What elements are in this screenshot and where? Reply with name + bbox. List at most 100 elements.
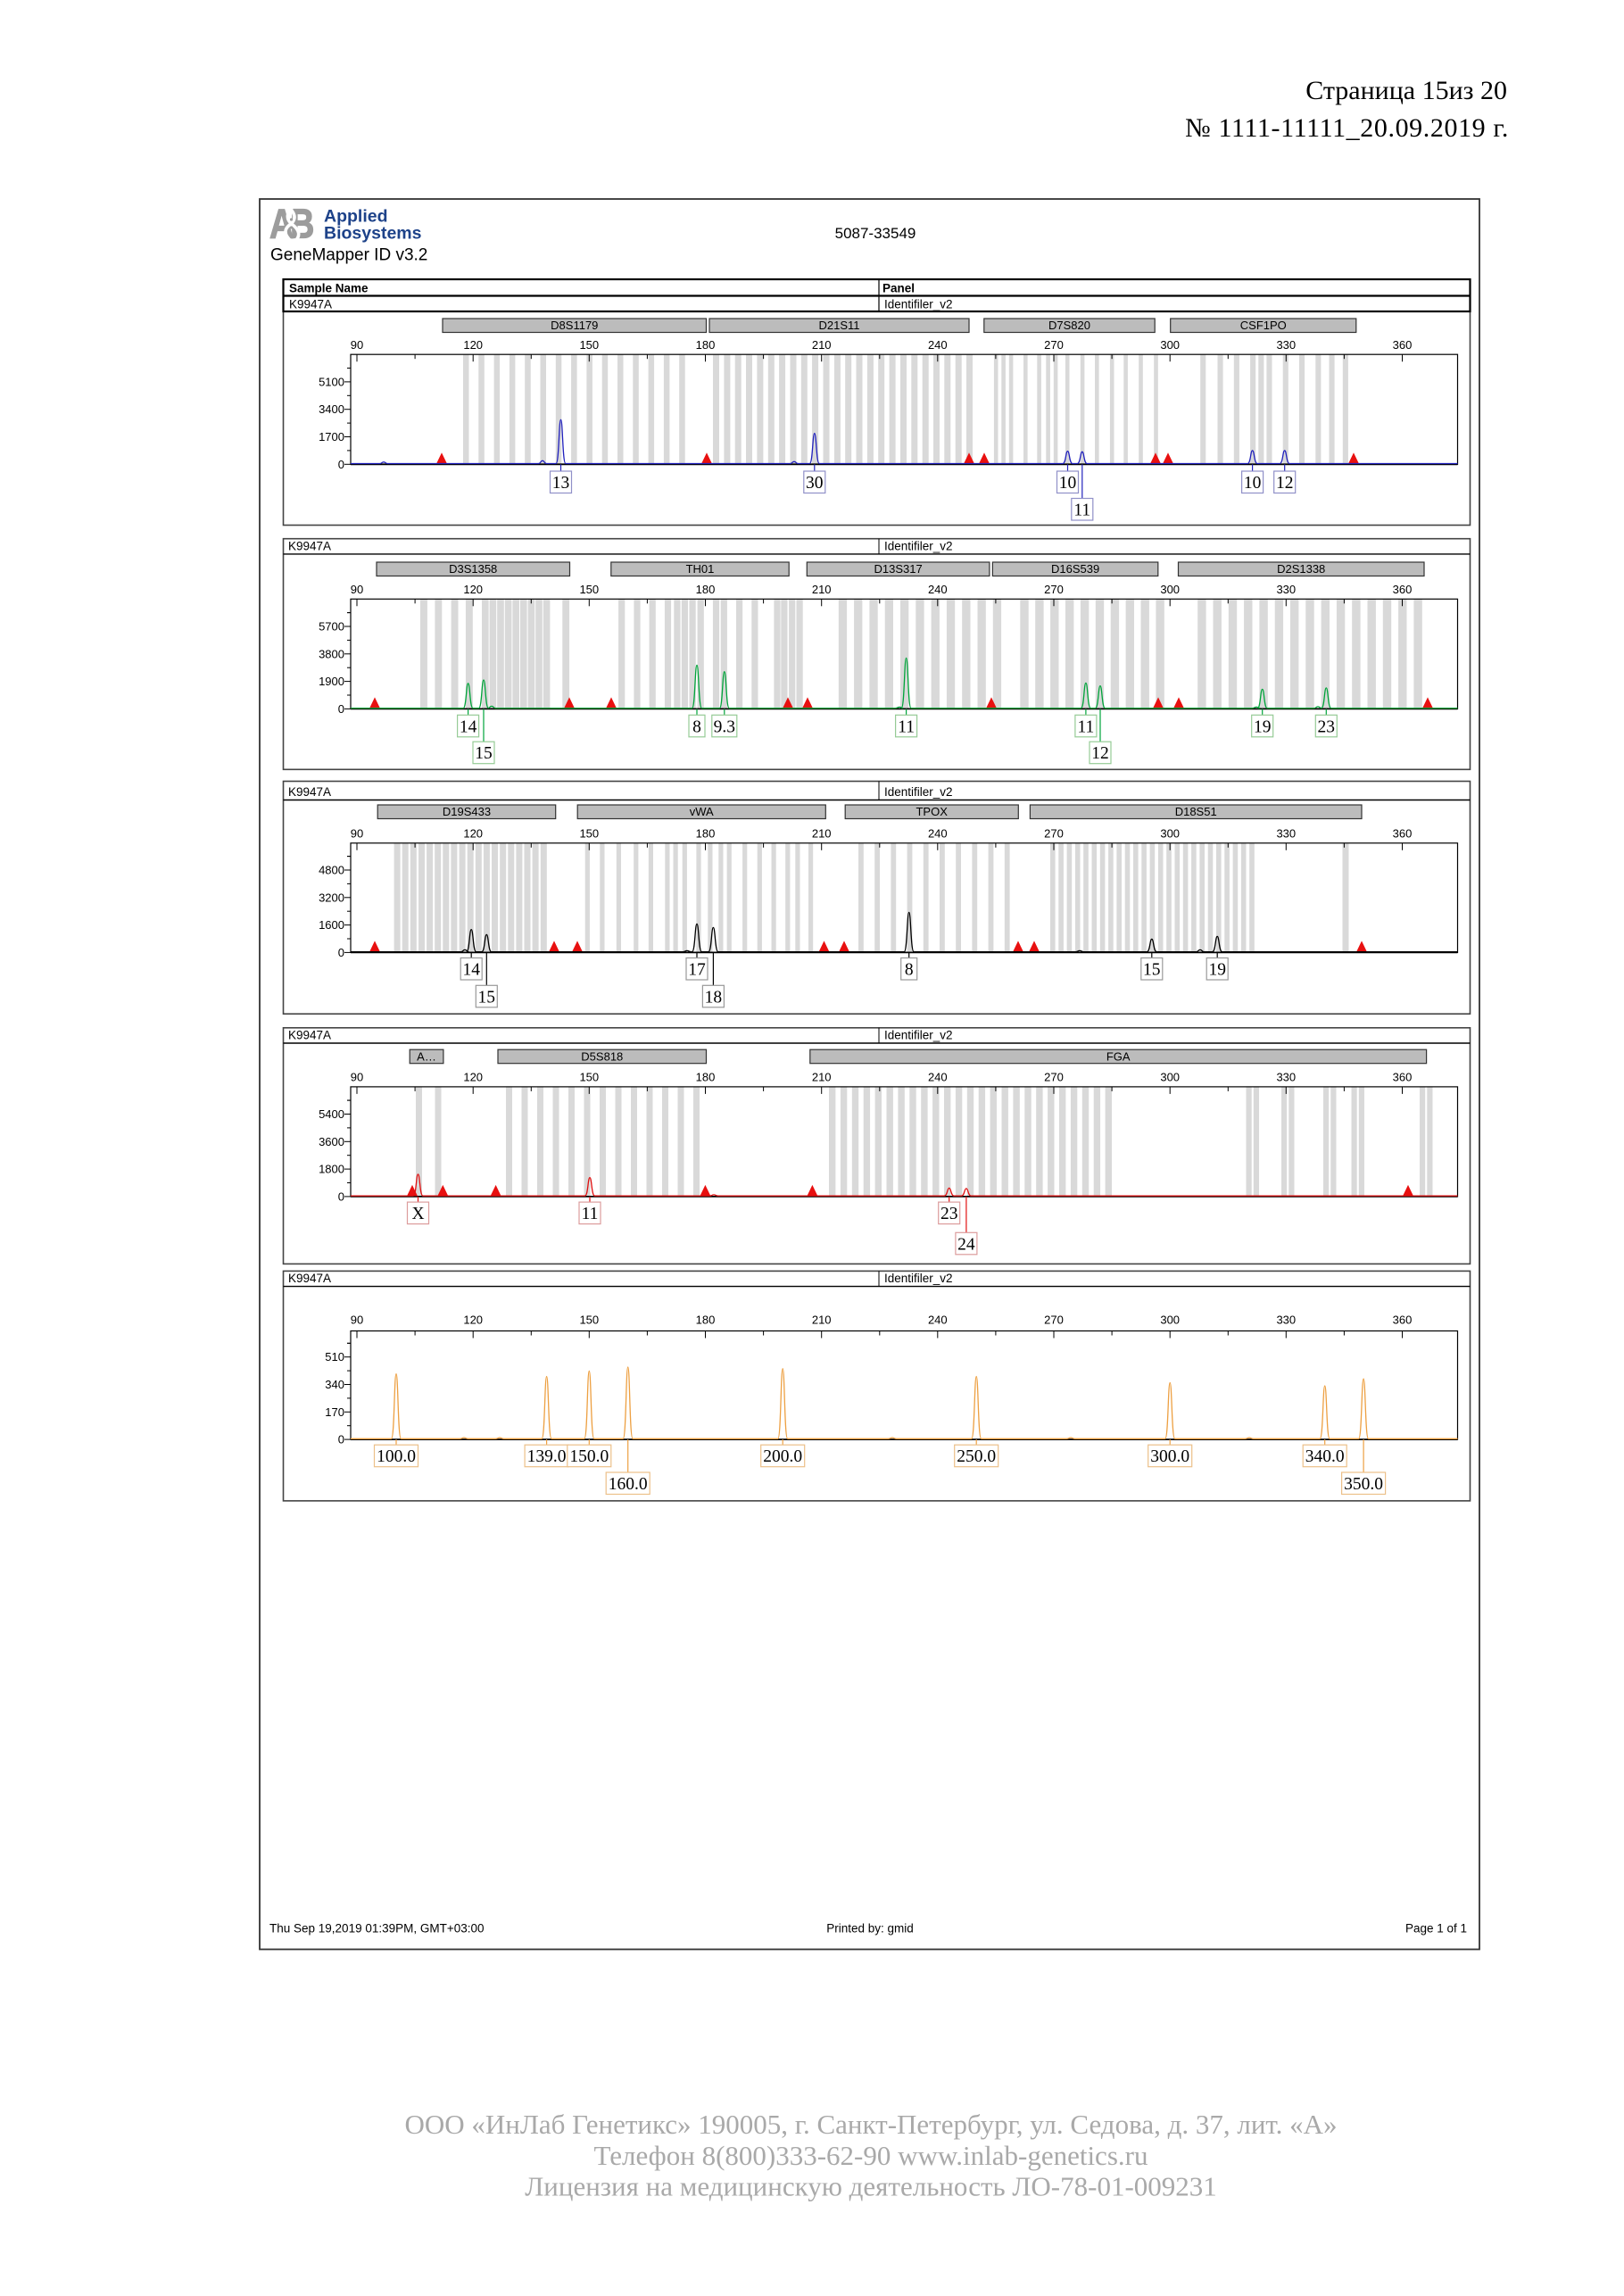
svg-text:330: 330	[1276, 827, 1296, 841]
svg-text:Printed by: gmid: Printed by: gmid	[826, 1922, 914, 1935]
svg-text:300.0: 300.0	[1150, 1447, 1189, 1466]
svg-text:Лицензия на медицинскую деятел: Лицензия на медицинскую деятельность ЛО-…	[525, 2171, 1217, 2202]
svg-text:15: 15	[475, 744, 493, 763]
svg-text:№ 1111-11111_20.09.2019 г.: № 1111-11111_20.09.2019 г.	[1185, 113, 1509, 143]
svg-text:D3S1358: D3S1358	[449, 562, 497, 576]
svg-text:5100: 5100	[319, 375, 344, 388]
svg-text:D7S820: D7S820	[1048, 319, 1090, 332]
svg-text:14: 14	[462, 961, 480, 980]
svg-text:0: 0	[338, 1433, 344, 1446]
svg-text:12: 12	[1276, 474, 1294, 493]
svg-text:0: 0	[338, 458, 344, 471]
svg-text:Thu Sep 19,2019 01:39PM, GMT+0: Thu Sep 19,2019 01:39PM, GMT+03:00	[269, 1922, 485, 1935]
svg-text:300: 300	[1160, 827, 1180, 841]
svg-text:5700: 5700	[319, 620, 344, 634]
svg-text:100.0: 100.0	[377, 1447, 416, 1466]
svg-text:Applied: Applied	[324, 207, 388, 227]
svg-text:D2S1338: D2S1338	[1277, 562, 1325, 576]
svg-text:120: 120	[463, 583, 483, 596]
svg-text:D5S818: D5S818	[581, 1049, 623, 1063]
svg-text:3400: 3400	[319, 402, 344, 416]
svg-text:340.0: 340.0	[1305, 1447, 1345, 1466]
svg-text:D21S11: D21S11	[818, 319, 859, 332]
svg-text:210: 210	[812, 1314, 832, 1327]
svg-text:170: 170	[325, 1405, 344, 1419]
svg-text:160.0: 160.0	[609, 1475, 648, 1494]
svg-text:Identifiler_v2: Identifiler_v2	[884, 1272, 953, 1285]
svg-text:D8S1179: D8S1179	[551, 319, 598, 332]
svg-text:270: 270	[1044, 1071, 1064, 1084]
svg-text:13: 13	[552, 474, 570, 493]
svg-text:240: 240	[928, 827, 948, 841]
svg-text:300: 300	[1160, 1071, 1180, 1084]
svg-text:11: 11	[1073, 501, 1090, 520]
svg-text:210: 210	[812, 583, 832, 596]
svg-text:1700: 1700	[319, 430, 344, 443]
svg-text:Page 1 of 1: Page 1 of 1	[1405, 1922, 1467, 1935]
svg-text:X: X	[411, 1205, 424, 1223]
svg-text:210: 210	[812, 1071, 832, 1084]
svg-text:1600: 1600	[319, 918, 344, 932]
svg-text:240: 240	[928, 1314, 948, 1327]
svg-text:ООО «ИнЛаб Генетикс» 190005, г: ООО «ИнЛаб Генетикс» 190005, г. Санкт-Пе…	[404, 2109, 1337, 2140]
svg-text:0: 0	[338, 946, 344, 959]
svg-text:11: 11	[1078, 717, 1095, 736]
svg-text:FGA: FGA	[1106, 1049, 1131, 1063]
svg-text:19: 19	[1254, 717, 1272, 736]
svg-text:120: 120	[463, 827, 483, 841]
svg-text:15: 15	[478, 988, 496, 1007]
svg-text:150.0: 150.0	[569, 1447, 609, 1466]
svg-text:360: 360	[1393, 583, 1413, 596]
svg-text:180: 180	[696, 338, 716, 352]
svg-text:250.0: 250.0	[957, 1447, 996, 1466]
svg-text:11: 11	[582, 1205, 599, 1223]
svg-text:90: 90	[351, 1071, 363, 1084]
svg-text:270: 270	[1044, 827, 1064, 841]
svg-text:CSF1PO: CSF1PO	[1240, 319, 1287, 332]
svg-text:GeneMapper ID v3.2: GeneMapper ID v3.2	[270, 246, 427, 265]
svg-text:9.3: 9.3	[714, 717, 735, 736]
svg-text:10: 10	[1244, 474, 1262, 493]
svg-text:23: 23	[940, 1205, 958, 1223]
svg-text:360: 360	[1393, 1071, 1413, 1084]
svg-text:90: 90	[351, 583, 363, 596]
svg-text:TPOX: TPOX	[916, 805, 948, 818]
svg-text:18: 18	[705, 988, 723, 1007]
svg-text:12: 12	[1091, 744, 1109, 763]
svg-text:3200: 3200	[319, 891, 344, 904]
svg-text:K9947A: K9947A	[288, 1029, 331, 1042]
svg-text:3800: 3800	[319, 647, 344, 660]
svg-text:240: 240	[928, 583, 948, 596]
svg-text:8: 8	[905, 961, 914, 980]
svg-text:A…: A…	[417, 1049, 436, 1063]
svg-text:K9947A: K9947A	[288, 539, 331, 552]
svg-text:23: 23	[1318, 717, 1336, 736]
svg-text:90: 90	[351, 827, 363, 841]
svg-text:4800: 4800	[319, 864, 344, 877]
svg-text:120: 120	[463, 1071, 483, 1084]
svg-text:200.0: 200.0	[763, 1447, 802, 1466]
svg-text:350.0: 350.0	[1344, 1475, 1383, 1494]
svg-text:D19S433: D19S433	[443, 805, 491, 818]
svg-text:340: 340	[325, 1378, 344, 1391]
svg-text:180: 180	[696, 827, 716, 841]
svg-text:8: 8	[692, 717, 701, 736]
svg-text:90: 90	[351, 1314, 363, 1327]
svg-text:10: 10	[1059, 474, 1077, 493]
svg-text:TH01: TH01	[686, 562, 715, 576]
svg-text:180: 180	[696, 583, 716, 596]
svg-text:360: 360	[1393, 1314, 1413, 1327]
svg-text:24: 24	[957, 1235, 975, 1254]
svg-text:30: 30	[806, 474, 824, 493]
svg-text:11: 11	[898, 717, 915, 736]
svg-text:14: 14	[460, 717, 477, 736]
svg-text:Identifiler_v2: Identifiler_v2	[884, 298, 953, 311]
svg-text:5400: 5400	[319, 1107, 344, 1121]
svg-text:3600: 3600	[319, 1135, 344, 1148]
svg-text:300: 300	[1160, 1314, 1180, 1327]
svg-text:Identifiler_v2: Identifiler_v2	[884, 1029, 953, 1042]
svg-text:Страница 15из 20: Страница 15из 20	[1305, 76, 1507, 105]
svg-text:150: 150	[579, 338, 599, 352]
svg-text:300: 300	[1160, 583, 1180, 596]
svg-text:15: 15	[1143, 961, 1161, 980]
